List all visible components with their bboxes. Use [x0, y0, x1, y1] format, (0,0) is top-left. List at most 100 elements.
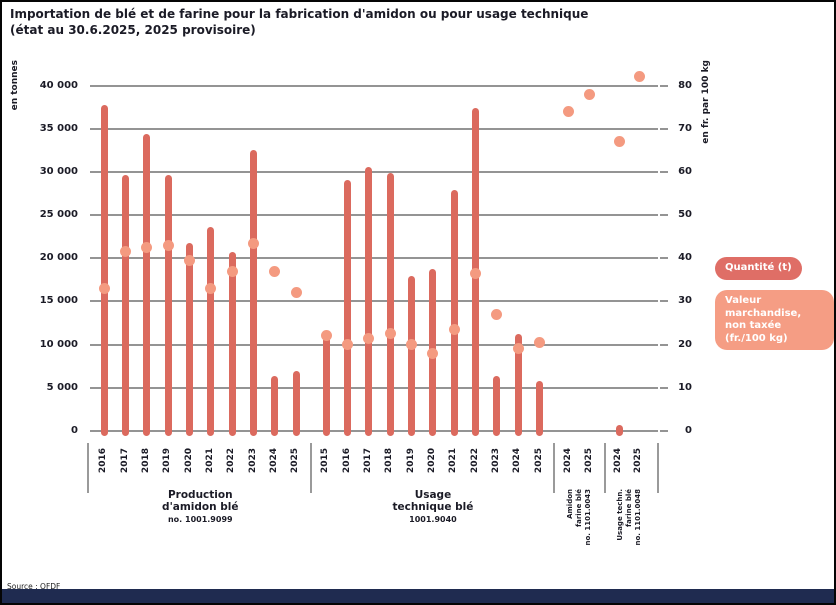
x-tick-year-label: 2021 [204, 448, 215, 474]
group-separator [86, 443, 89, 493]
x-tick-year-label: 2024 [562, 448, 573, 474]
right-tick-dash [660, 84, 668, 87]
gridline [90, 170, 658, 173]
quantity-bar [271, 375, 279, 436]
right-tick-dash [660, 257, 668, 260]
y-tick-label-right: 60 [678, 165, 692, 177]
value-dot [470, 267, 482, 279]
x-tick-year-label: 2024 [613, 448, 624, 474]
group-label-vertical-line: farine blé [575, 489, 584, 527]
value-dot [512, 343, 524, 355]
value-dot [427, 347, 439, 359]
value-dot [633, 71, 645, 83]
gridline [90, 300, 658, 303]
gridline [90, 430, 658, 432]
x-tick-year-label: 2019 [405, 448, 416, 474]
x-tick-year-label: 2017 [119, 448, 130, 474]
gridline [90, 214, 658, 217]
y-tick-label-left: 25 000 [39, 209, 78, 221]
y-tick-label-right: 70 [678, 122, 692, 134]
gridline [90, 84, 658, 87]
x-tick-year-label: 2025 [533, 448, 544, 474]
group-label-vertical-line: no. 1101.0048 [634, 489, 643, 546]
value-dot [141, 241, 153, 253]
value-dot [363, 332, 375, 344]
value-dot [534, 336, 546, 348]
quantity-bar [100, 105, 108, 436]
y-tick-label-left: 40 000 [39, 79, 78, 91]
value-dot [226, 265, 238, 277]
quantity-bar [292, 371, 300, 436]
y-tick-label-right: 0 [685, 425, 692, 436]
value-dot [120, 246, 132, 258]
value-dot [290, 287, 302, 299]
group-separator [310, 443, 312, 493]
group-label-line: Usage [414, 489, 452, 501]
chart-title-line2: (état au 30.6.2025, 2025 provisoire) [10, 22, 256, 37]
group-separator [656, 443, 659, 493]
x-tick-year-label: 2019 [162, 448, 173, 474]
value-dot [584, 88, 596, 100]
right-tick-dash [660, 300, 668, 303]
quantity-bar [615, 424, 623, 436]
gridline [90, 343, 658, 346]
value-dot [613, 136, 625, 148]
quantity-bar [164, 175, 172, 436]
group-separator [553, 443, 555, 493]
quantity-bar [322, 336, 330, 436]
y-tick-label-right: 30 [678, 295, 692, 307]
right-tick-dash [660, 343, 668, 346]
x-tick-year-label: 2021 [448, 448, 459, 474]
value-dot [98, 282, 110, 294]
chart-title: Importation de blé et de farine pour la … [10, 7, 588, 38]
group-label-line: Production [167, 489, 233, 501]
y-tick-label-left: 10 000 [39, 338, 78, 350]
right-axis-title: en fr. par 100 kg [701, 60, 711, 144]
value-dot [162, 239, 174, 251]
x-tick-year-label: 2024 [268, 448, 279, 474]
legend-quantity: Quantité (t) [715, 257, 802, 280]
x-tick-year-label: 2025 [633, 448, 644, 474]
right-tick-dash [660, 430, 668, 432]
x-tick-year-label: 2023 [490, 448, 501, 474]
value-dot [248, 237, 260, 249]
group-label: Usage technique blé 1001.9040 [363, 489, 503, 524]
x-tick-year-label: 2020 [426, 448, 437, 474]
right-tick-dash [660, 214, 668, 217]
value-dot [184, 254, 196, 266]
quantity-bar [207, 227, 215, 436]
source-note: Source : OFDF [7, 582, 61, 591]
quantity-bar [386, 172, 394, 436]
group-label-vertical-line: no. 1101.0043 [584, 489, 593, 546]
y-tick-label-right: 10 [678, 381, 692, 393]
y-tick-label-left: 30 000 [39, 165, 78, 177]
x-tick-year-label: 2022 [226, 448, 237, 474]
footer-bar [2, 589, 834, 603]
gridline [90, 386, 658, 389]
right-tick-dash [660, 386, 668, 389]
group-label-vertical-line: Amidon [566, 489, 575, 519]
quantity-bar [408, 276, 416, 436]
quantity-bar [344, 179, 352, 436]
value-dot [342, 339, 354, 351]
chart-title-line1: Importation de blé et de farine pour la … [10, 7, 589, 21]
gridline [90, 257, 658, 260]
y-tick-label-left: 35 000 [39, 122, 78, 134]
quantity-bar [228, 252, 236, 436]
right-tick-dash [660, 127, 668, 130]
x-tick-year-label: 2018 [384, 448, 395, 474]
value-dot [448, 324, 460, 335]
y-tick-label-right: 20 [678, 338, 692, 350]
x-tick-year-label: 2022 [469, 448, 480, 474]
quantity-bar [450, 190, 458, 436]
x-tick-year-label: 2023 [247, 448, 258, 474]
group-label: Production d'amidon blé no. 1001.9099 [130, 489, 270, 524]
x-tick-year-label: 2025 [290, 448, 301, 474]
x-tick-year-label: 2020 [183, 448, 194, 474]
gridline [90, 127, 658, 130]
value-dot [491, 308, 503, 320]
quantity-bar [536, 380, 544, 436]
group-tariff-label: no. 1001.9099 [167, 515, 233, 525]
quantity-bar [514, 334, 522, 436]
